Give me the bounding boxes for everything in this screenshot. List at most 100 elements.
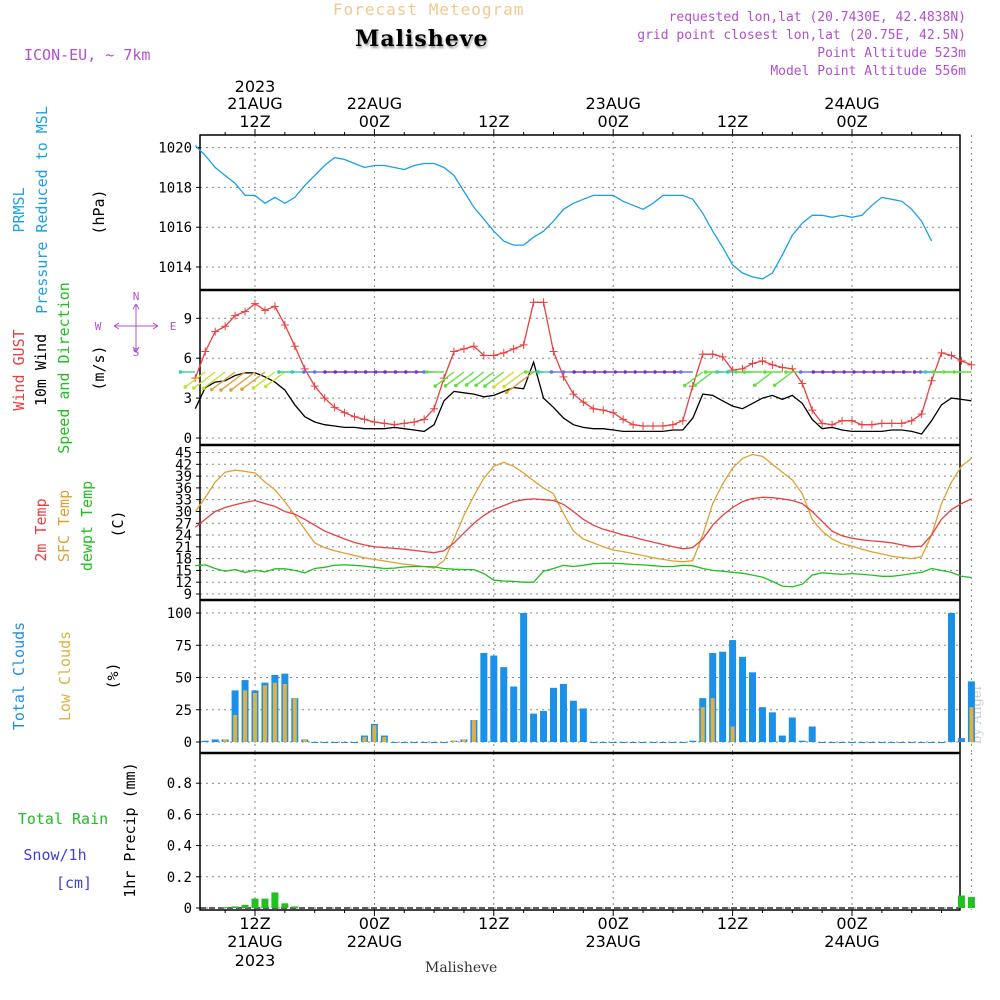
- gust-point: [639, 422, 648, 431]
- gust-point: [400, 419, 409, 428]
- gust-point: [718, 352, 727, 361]
- wind-arrow-head: [183, 385, 188, 389]
- y-tick-label: 30: [175, 504, 192, 520]
- rain-bar: [957, 895, 965, 908]
- gust-point: [380, 419, 389, 428]
- low-cloud-bar: [272, 682, 277, 742]
- temp-unit-label: (C): [109, 510, 127, 537]
- wind-arrow-head: [290, 370, 295, 374]
- wind-arrow-head: [798, 370, 803, 374]
- wind-arrow-head: [277, 370, 281, 374]
- wind-direction-arrow: [475, 371, 495, 386]
- wind-arrow-head: [201, 386, 206, 391]
- rain-bar: [261, 898, 269, 908]
- y-tick-label: 9: [184, 587, 192, 603]
- total-cloud-bar: [440, 742, 448, 743]
- y-tick-label: 24: [175, 528, 192, 544]
- gust-point: [778, 363, 787, 372]
- total-cloud-bar: [430, 742, 438, 743]
- total-cloud-bar: [808, 726, 816, 742]
- wind-direction-arrow: [754, 371, 773, 386]
- wind-arrow-head: [502, 384, 506, 389]
- total-cloud-bar: [729, 640, 737, 742]
- wind-arrow-head: [734, 370, 738, 374]
- gust-point: [678, 416, 687, 425]
- y-tick-label: 36: [175, 481, 192, 497]
- gust-point: [499, 348, 508, 357]
- top-date-label: 24AUG: [824, 94, 879, 113]
- footer-location: Malisheve: [425, 960, 498, 976]
- gust-point: [589, 404, 598, 413]
- wind-direction-arrow: [241, 371, 266, 390]
- wind-direction-arrow: [684, 371, 704, 387]
- gust-point: [658, 422, 667, 431]
- y-tick-label: 1014: [158, 260, 192, 276]
- wind-arrow-head: [693, 383, 697, 388]
- total-cloud-bar: [957, 738, 965, 742]
- bottom-year-label: 2023: [235, 951, 276, 970]
- wind-arrow-head: [831, 370, 836, 374]
- y-tick-label: 0.2: [167, 870, 192, 886]
- wind-direction-arrow: [193, 371, 216, 389]
- top-hour-label: 12Z: [239, 112, 270, 131]
- plot-frame: [199, 134, 961, 911]
- total-cloud-bar: [798, 740, 806, 742]
- chart-title: Malisheve: [355, 26, 489, 52]
- wind-arrow-head: [653, 370, 657, 374]
- model-label: ICON-EU, ~ 7km: [24, 46, 151, 64]
- gust-point: [539, 298, 548, 307]
- rain-bar: [231, 906, 239, 908]
- wind-arrow-head: [603, 370, 607, 374]
- gust-point: [340, 408, 349, 417]
- wind-gust-label: Wind GUST: [10, 329, 28, 410]
- wind-arrow-head: [842, 370, 846, 374]
- gust-point: [579, 398, 588, 407]
- wind-arrow-head: [251, 386, 256, 390]
- top-hour-label: 12Z: [478, 112, 509, 131]
- total-cloud-bar: [679, 742, 687, 743]
- wind-arrow-head: [682, 383, 687, 388]
- y-tick-label: 6: [184, 351, 192, 367]
- gust-point: [529, 298, 538, 307]
- wind-direction-arrow: [434, 371, 455, 387]
- gust-point: [768, 360, 777, 369]
- total-cloud-bar: [908, 742, 916, 743]
- bottom-date-label: 22AUG: [347, 932, 402, 951]
- low-cloud-bar: [471, 720, 476, 742]
- total-cloud-bar: [639, 742, 647, 743]
- wind-arrow-head: [425, 370, 429, 374]
- wind-arrow-head: [373, 370, 378, 374]
- low-clouds-label: Low Clouds: [56, 631, 74, 721]
- total-cloud-bar: [898, 742, 906, 743]
- bottom-date-label: 24AUG: [824, 932, 879, 951]
- total-cloud-bar: [828, 742, 836, 743]
- gust-point: [270, 302, 279, 311]
- wind-direction-arrow: [445, 371, 465, 387]
- chart-subtitle: Forecast Meteogram: [333, 0, 525, 19]
- total-cloud-bar: [520, 613, 528, 742]
- total-cloud-bar: [938, 742, 946, 743]
- y-tick-label: 1020: [158, 141, 192, 157]
- low-cloud-bar: [710, 698, 715, 742]
- y-tick-label: 9: [184, 311, 192, 327]
- top-hour-label: 00Z: [836, 112, 867, 131]
- total-cloud-bar: [778, 735, 786, 742]
- compass-e: E: [170, 320, 177, 333]
- y-tick-label: 100: [167, 606, 192, 622]
- gust-point: [728, 366, 737, 375]
- gust-point: [320, 394, 329, 403]
- y-tick-label: 45: [175, 446, 192, 462]
- gust-point: [599, 406, 608, 415]
- total-cloud-bar: [331, 742, 339, 743]
- gust-point: [280, 320, 289, 329]
- wind-arrow-head: [209, 387, 214, 392]
- gust-point: [420, 415, 429, 424]
- wind-arrow-head: [633, 370, 637, 374]
- total-cloud-bar: [589, 742, 597, 743]
- total-cloud-bar: [739, 656, 747, 742]
- top-date-label: 21AUG: [227, 94, 282, 113]
- gust-point: [251, 299, 259, 308]
- total-cloud-bar: [928, 742, 936, 743]
- wind-arrow-head: [742, 370, 747, 374]
